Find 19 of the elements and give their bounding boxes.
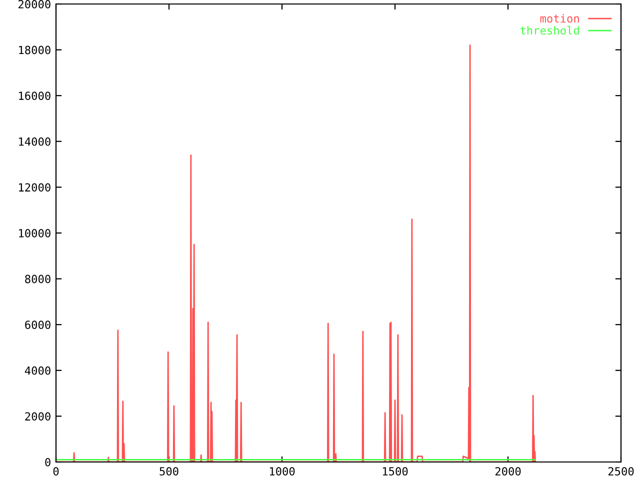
x-tick-label: 1000 [270,467,295,476]
x-tick-label: 500 [160,467,178,476]
legend-label: motion [540,14,579,23]
x-tick-label: 2000 [495,467,521,476]
y-tick-label: 8000 [25,274,50,284]
x-tick-label: 1500 [382,467,408,476]
y-tick-label: 10000 [19,229,50,238]
y-tick-label: 2000 [25,412,50,421]
y-tick-label: 12000 [19,183,50,192]
y-tick-label: 4000 [24,366,50,375]
y-tick-label: 16000 [19,92,50,100]
y-tick-label: 0 [45,458,50,466]
y-tick-label: 20000 [18,0,50,8]
x-tick-label: 2500 [608,467,634,476]
x-tick-label: 0 [53,467,59,476]
y-tick-label: 14000 [19,137,50,146]
legend-label: threshold [520,26,579,35]
y-tick-label: 18000 [19,46,50,54]
y-tick-label: 6000 [25,320,50,330]
